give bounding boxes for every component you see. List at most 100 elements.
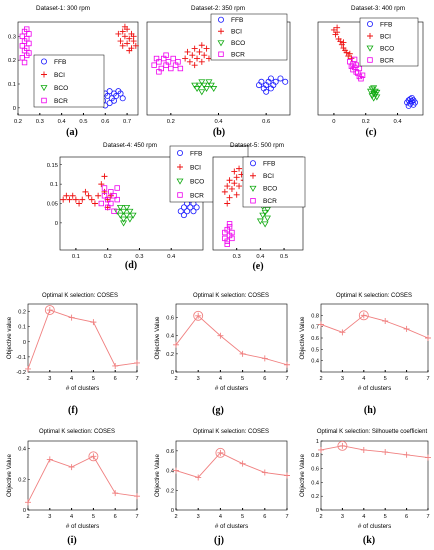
panel-label: (f) — [68, 405, 78, 416]
data-point — [226, 194, 233, 201]
x-tick-label: 0.6 — [101, 119, 109, 125]
data-point — [101, 185, 108, 191]
data-point — [198, 42, 205, 49]
series-bci — [182, 42, 212, 69]
x-tick-label: 0.4 — [167, 254, 176, 260]
legend-marker-bcr-icon — [41, 97, 47, 104]
data-point — [123, 212, 131, 219]
x-tick-label: 3 — [341, 376, 344, 382]
y-tick-label: 0.2 — [166, 488, 174, 494]
data-point — [277, 75, 284, 82]
data-point — [195, 312, 202, 319]
legend-marker-bcr-icon — [250, 198, 256, 204]
data-point — [201, 52, 208, 59]
data-point — [121, 33, 128, 40]
data-point — [114, 196, 120, 203]
data-point — [117, 90, 124, 97]
y-tick-label: 0.6 — [311, 336, 319, 342]
data-point — [261, 355, 268, 362]
x-tick-label: 0.3 — [36, 119, 44, 125]
x-tick-label: 0 — [332, 119, 335, 125]
x-tick-label: 0.2 — [14, 119, 22, 125]
x-tick-label: 2 — [26, 514, 29, 520]
legend-marker-bci-icon — [177, 164, 183, 170]
chart-g: Optimal K selection: COSES 2 3 4 5 6 7 0 0.2 0.4 0… — [154, 293, 290, 416]
x-tick-label: 2 — [174, 376, 177, 382]
data-point — [82, 188, 89, 195]
y-tick-label: 0.1 — [50, 182, 58, 188]
data-point — [259, 212, 267, 219]
x-tick-label: 2 — [174, 514, 177, 520]
chart-title: Optimal K selection: COSES — [193, 293, 269, 299]
x-tick-label: 2 — [26, 376, 29, 382]
series-bcr — [19, 26, 32, 66]
y-tick-label: 0.3 — [8, 34, 16, 40]
data-point — [101, 193, 108, 199]
data-point — [111, 97, 118, 104]
x-tick-label: 7 — [135, 514, 138, 520]
legend-marker-ffb-icon — [249, 160, 256, 167]
data-point — [224, 238, 230, 244]
y-tick-label: 0.8 — [311, 453, 319, 459]
legend-marker-bci-icon — [367, 33, 373, 39]
data-point — [88, 196, 95, 203]
y-tick-label: 0.7 — [311, 325, 319, 331]
legend-marker-bco-icon — [40, 85, 48, 92]
x-tick-label: 5 — [384, 514, 387, 520]
data-point — [113, 208, 121, 215]
x-tick-label: 6 — [263, 376, 266, 382]
x-tick-label: 6 — [405, 514, 408, 520]
series-ffb — [256, 75, 289, 95]
data-point — [98, 200, 105, 207]
data-point — [126, 208, 134, 215]
data-point — [124, 40, 131, 47]
legend-marker-bcr-icon — [367, 57, 373, 63]
data-point — [408, 94, 415, 101]
data-point — [229, 229, 235, 236]
data-point — [236, 165, 243, 172]
data-point — [115, 30, 122, 37]
data-point — [85, 192, 92, 199]
legend-label: BCO — [190, 178, 204, 185]
chart-d: Dataset-4: 450 rpm 0.1 0.2 0.3 0.4 0 0.05 0.1 0.… — [47, 142, 249, 271]
data-point — [187, 204, 194, 211]
legend: FFB BCI BCO BCR — [242, 156, 306, 208]
data-point — [120, 216, 128, 223]
legend-marker-ffb-icon — [41, 58, 48, 65]
data-point — [170, 55, 176, 62]
y-tick-label: 0 — [13, 106, 16, 112]
data-point — [25, 499, 31, 506]
y-axis-label: Objective Value — [299, 454, 306, 497]
data-point — [233, 191, 240, 198]
y-tick-label: -0.1 — [16, 355, 26, 361]
data-point — [195, 474, 202, 481]
chart-i: Optimal K selection: COSES 2 3 4 5 6 7 0 0.2 0.4 #… — [6, 429, 140, 546]
chart-title: Dataset-1: 300 rpm — [36, 5, 90, 12]
series-bcr — [347, 56, 366, 82]
chart-c: Dataset-3: 400 rpm 0 0.2 0.4 FFB BCI BCO BCR (c) — [317, 5, 424, 138]
x-tick-label: 7 — [426, 376, 429, 382]
data-point — [318, 321, 324, 328]
y-tick-label: 1 — [316, 439, 319, 445]
panel-label: (i) — [67, 535, 76, 546]
data-point — [224, 200, 231, 207]
data-point — [107, 192, 114, 199]
data-point — [408, 98, 415, 105]
chart-title: Optimal K selection: COSES — [193, 429, 269, 435]
y-axis-label: Objective Value — [6, 454, 13, 497]
legend-label: BCI — [54, 72, 65, 79]
data-point — [339, 329, 346, 336]
x-tick-label: 0.3 — [233, 254, 241, 260]
data-point — [239, 460, 246, 467]
data-point — [91, 200, 98, 207]
legend-marker-bco-icon — [217, 40, 225, 47]
data-point — [46, 456, 53, 463]
data-point — [261, 209, 269, 216]
data-point — [46, 307, 53, 314]
chart-j: Optimal K selection: COSES 2 3 4 5 6 7 0 0.2 0.4 0… — [154, 429, 290, 546]
legend-label: BCI — [190, 164, 201, 171]
x-tick-label: 2 — [319, 376, 322, 382]
data-point — [104, 196, 111, 203]
x-tick-label: 0.5 — [280, 254, 288, 260]
x-tick-label: 5 — [241, 376, 244, 382]
